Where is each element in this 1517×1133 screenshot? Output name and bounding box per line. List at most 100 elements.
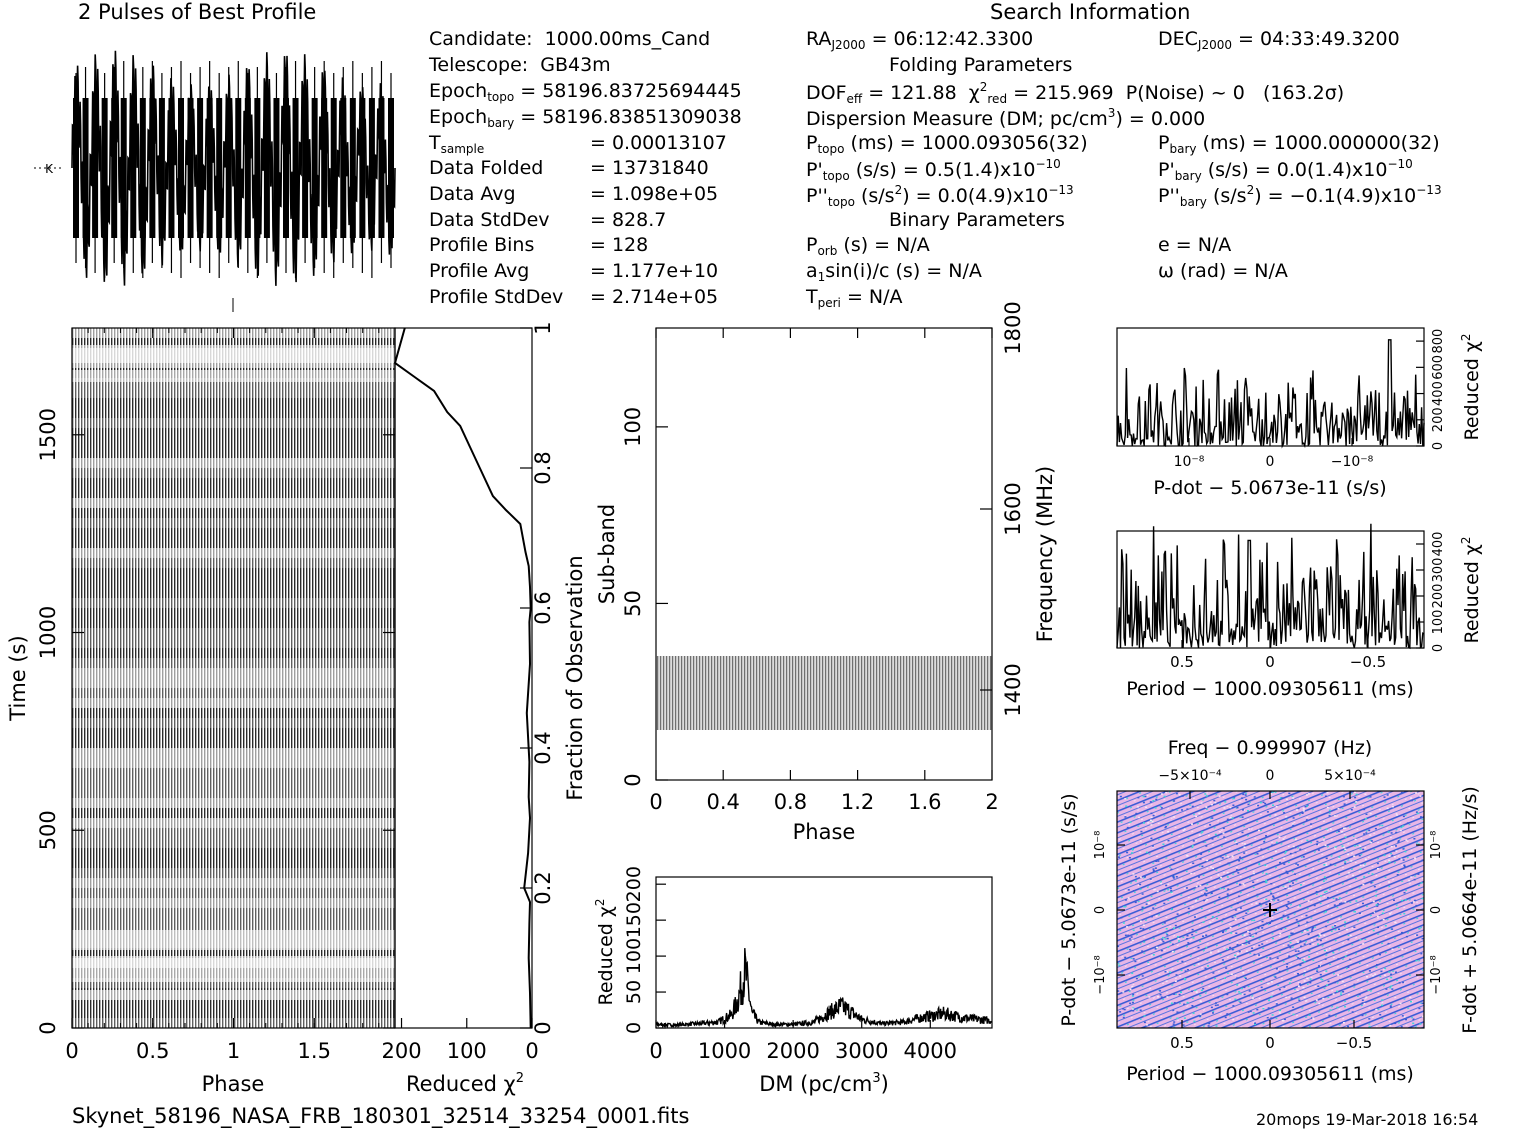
map-pixel [1415,811,1418,813]
map-pixel [1326,984,1328,986]
map-pixel [1172,1023,1175,1025]
map-pixel [1391,948,1394,951]
map-pixel [1405,935,1408,938]
map-pixel [1171,908,1173,910]
epoch-bary-sub: bary [487,116,515,130]
pbary-row: Pbary (ms) = 1000.000000(32) [1158,132,1440,156]
map-pixel [1279,861,1281,864]
map-pixel [1287,901,1290,903]
map-pixel [1226,993,1229,996]
map-pixel [1126,826,1129,829]
map-pixel [1262,978,1265,981]
map-pixel [1132,1007,1135,1009]
map-pixel [1205,894,1208,897]
map-pixel [1376,903,1379,905]
porb-row: Porb (s) = N/A [806,234,930,258]
map-pixel [1257,927,1260,929]
map-pixel [1283,812,1286,814]
map-pixel [1200,802,1203,804]
map-pixel [1341,980,1344,983]
map-pixel [1130,936,1133,938]
map-pixel [1347,853,1350,856]
map-pixel [1254,1023,1256,1025]
map-pixel [1283,857,1286,860]
time-band [72,818,395,828]
map-pixel [1199,858,1202,860]
map-pixel [1243,986,1246,989]
epoch-topo-row: Epochtopo = 58196.83725694445 [429,80,742,104]
map-pixel [1363,808,1366,811]
map-pixel [1421,859,1424,861]
pddtopo-label: P'' [806,185,828,207]
map-pixel [1183,977,1186,980]
map-pixel [1182,829,1185,832]
map-pixel [1359,868,1362,870]
fraction-axis-label: Fraction of Observation [563,555,587,800]
map-pixel [1220,876,1223,879]
subband-tick-label: 100 [621,407,645,447]
map-pixel [1127,934,1130,937]
dof-sub: eff [846,92,863,106]
map-pixel [1173,993,1175,995]
map-pixel [1199,884,1202,887]
map-pixel [1395,845,1397,847]
map-pixel [1199,1015,1201,1017]
map-pixel [1337,974,1340,976]
time-tick-label: 500 [36,810,60,850]
map-pixel [1315,999,1318,1001]
map-pixel [1118,856,1120,858]
map-pixel [1370,882,1373,884]
map-pixel [1160,793,1163,795]
a1-row: a1sin(i)/c (s) = N/A [806,260,982,284]
map-pixel [1212,972,1215,974]
map-pixel [1144,876,1146,878]
map-pixel [1166,996,1169,998]
time-band [72,678,395,688]
map-pixel [1289,941,1292,944]
map-pdot-axis-label: P-dot − 5.0673e-11 (s/s) [1058,793,1080,1026]
map-pixel [1416,812,1419,815]
map-pixel [1289,852,1292,855]
subband-phase-axis-label: Phase [793,820,856,844]
freq-axis-label: Freq − 0.999907 (Hz) [1168,737,1372,759]
map-pixel [1148,902,1150,904]
map-pixel [1343,827,1345,830]
map-pixel [1383,796,1386,798]
tperi-value: = N/A [846,286,903,308]
map-pixel [1388,859,1391,862]
map-pixel [1376,905,1379,907]
map-pixel [1338,897,1341,899]
map-pixel [1136,806,1139,808]
time-phase-axes: 0 0.5 1 1.5 0 500 1000 1500 [36,328,395,1063]
map-pixel [1269,957,1272,959]
map-pixel [1239,856,1241,858]
map-pixel [1344,836,1347,838]
map-pixel [1412,1018,1415,1020]
map-pixel [1135,977,1138,980]
map-pixel [1255,932,1258,935]
time-band [72,878,395,888]
map-pixel [1143,941,1146,943]
map-pixel [1340,902,1343,904]
dm-chi2-tick-label: 100 [623,938,645,974]
map-pixel [1344,901,1347,903]
ra-sub: J2000 [831,38,866,52]
map-pixel [1277,886,1280,888]
map-pixel [1198,834,1201,836]
map-pixel [1202,921,1205,923]
map-pixel [1122,922,1125,924]
profile-error-marker: K [34,162,62,176]
map-pixel [1305,914,1308,917]
map-pixel [1275,841,1278,844]
map-pixel [1338,928,1340,930]
map-pixel [1404,899,1407,901]
map-pixel [1167,839,1170,842]
period-chi2-tick-label: 400 [1431,532,1446,557]
map-pixel [1128,857,1131,859]
map-pixel [1249,1010,1252,1013]
map-pixel [1141,906,1144,909]
map-pixel [1300,884,1302,886]
map-pixel [1157,860,1160,862]
map-pixel [1206,899,1209,901]
map-pixel [1359,845,1362,847]
